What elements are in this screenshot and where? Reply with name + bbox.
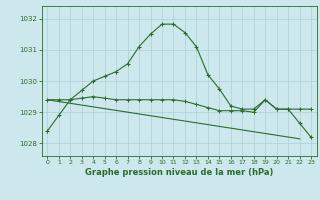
X-axis label: Graphe pression niveau de la mer (hPa): Graphe pression niveau de la mer (hPa) bbox=[85, 168, 273, 177]
